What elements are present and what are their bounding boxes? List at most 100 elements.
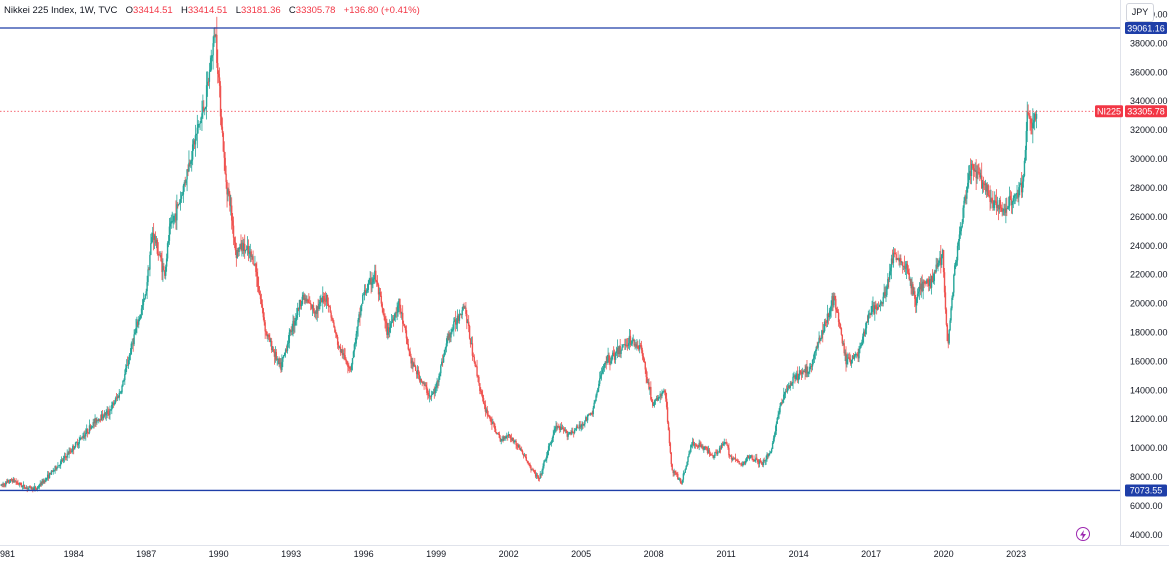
candle-body — [875, 309, 878, 310]
candle-body — [34, 486, 37, 489]
candle-body — [959, 231, 962, 235]
symbol-title[interactable]: Nikkei 225 Index, 1W, TVC — [4, 5, 118, 16]
candle-body — [858, 349, 860, 359]
candle-body — [124, 374, 126, 381]
candle-body — [987, 185, 989, 196]
candle-body — [497, 433, 500, 435]
candle-body — [831, 296, 833, 306]
candle-body — [8, 481, 11, 483]
candle-body — [134, 332, 136, 335]
candle-body — [474, 362, 476, 367]
candle-body — [777, 414, 779, 418]
candle-body — [737, 460, 739, 462]
candle-body — [770, 451, 772, 454]
x-tick-label: 2014 — [789, 549, 809, 559]
candle-body — [910, 279, 912, 289]
candle-body — [846, 359, 848, 365]
x-tick-label: 2008 — [644, 549, 664, 559]
candle-body — [751, 455, 753, 460]
candle-body — [146, 282, 148, 292]
candle-body — [795, 374, 797, 380]
candle-body — [524, 455, 527, 458]
candle-body — [960, 227, 962, 232]
candle-body — [591, 413, 593, 415]
candle-body — [707, 449, 710, 453]
candle-body — [18, 483, 20, 485]
candle-body — [832, 296, 834, 306]
time-scale[interactable]: 981 1984 1987 1990 1993 1996 1999 2002 2005 2008 2… — [0, 549, 1026, 559]
candle-body — [713, 455, 715, 458]
candle-body — [153, 235, 156, 240]
candle-body — [88, 425, 91, 433]
candle-body — [815, 346, 817, 352]
candle-body — [215, 34, 217, 37]
candle-body — [767, 454, 769, 456]
candle-body — [485, 409, 488, 412]
candle-body — [1020, 183, 1023, 193]
price-scale[interactable]: 4000.00 6000.00 8000.00 10000.00 12000.00 140… — [1130, 9, 1168, 539]
candle-body — [354, 343, 357, 345]
candle-body — [974, 170, 976, 172]
candle-body — [330, 312, 332, 318]
candle-body — [593, 402, 595, 408]
candle-body — [783, 392, 786, 395]
candle-body — [844, 352, 846, 354]
candle-body — [849, 360, 852, 364]
candle-body — [750, 455, 752, 457]
candle-body — [971, 163, 974, 165]
currency-button[interactable]: JPY — [1126, 3, 1154, 22]
candle-body — [380, 295, 383, 304]
candle-body — [272, 349, 275, 352]
candle-body — [903, 265, 906, 269]
candle-body — [722, 443, 725, 445]
candle-body — [952, 292, 954, 298]
candle-body — [829, 310, 831, 316]
candle-body — [1013, 195, 1015, 199]
candle-body — [754, 459, 756, 462]
candle-body — [94, 418, 96, 424]
candle-body — [200, 117, 202, 123]
candle-body — [611, 356, 613, 362]
candle-body — [853, 355, 856, 359]
candle-body — [20, 482, 22, 486]
candle-body — [412, 360, 414, 366]
candle-body — [644, 362, 646, 370]
candle-body — [788, 385, 791, 388]
candle-body — [598, 383, 600, 389]
lightning-icon[interactable] — [1076, 527, 1090, 541]
candle-body — [706, 448, 709, 453]
candle-body — [792, 376, 794, 384]
symbol-price-tag-bg — [1095, 105, 1123, 118]
candle-body — [508, 434, 511, 436]
candle-body — [222, 133, 225, 152]
candle-body — [98, 418, 100, 421]
candle-body — [452, 329, 454, 331]
candle-body — [642, 356, 645, 359]
candle-body — [1022, 175, 1025, 182]
candle-body — [700, 445, 702, 447]
candle-body — [667, 422, 670, 431]
candle-body — [356, 326, 358, 334]
candle-body — [358, 314, 360, 320]
candle-body — [733, 457, 736, 459]
candle-body — [201, 113, 203, 118]
candle-body — [403, 324, 406, 327]
candle-body — [306, 299, 308, 302]
candle-body — [140, 308, 143, 315]
candle-body — [31, 487, 33, 489]
candle-body — [172, 220, 174, 222]
candle-body — [826, 313, 829, 323]
candle-body — [112, 402, 115, 405]
candle-body — [352, 351, 355, 359]
candle-body — [896, 257, 898, 261]
candle-body — [367, 283, 370, 290]
candle-body — [915, 298, 918, 306]
candle-body — [38, 486, 41, 488]
candle-body — [388, 327, 391, 333]
candle-body — [112, 402, 114, 405]
candle-body — [936, 264, 938, 268]
candle-body — [417, 370, 420, 375]
candle-body — [208, 71, 211, 82]
